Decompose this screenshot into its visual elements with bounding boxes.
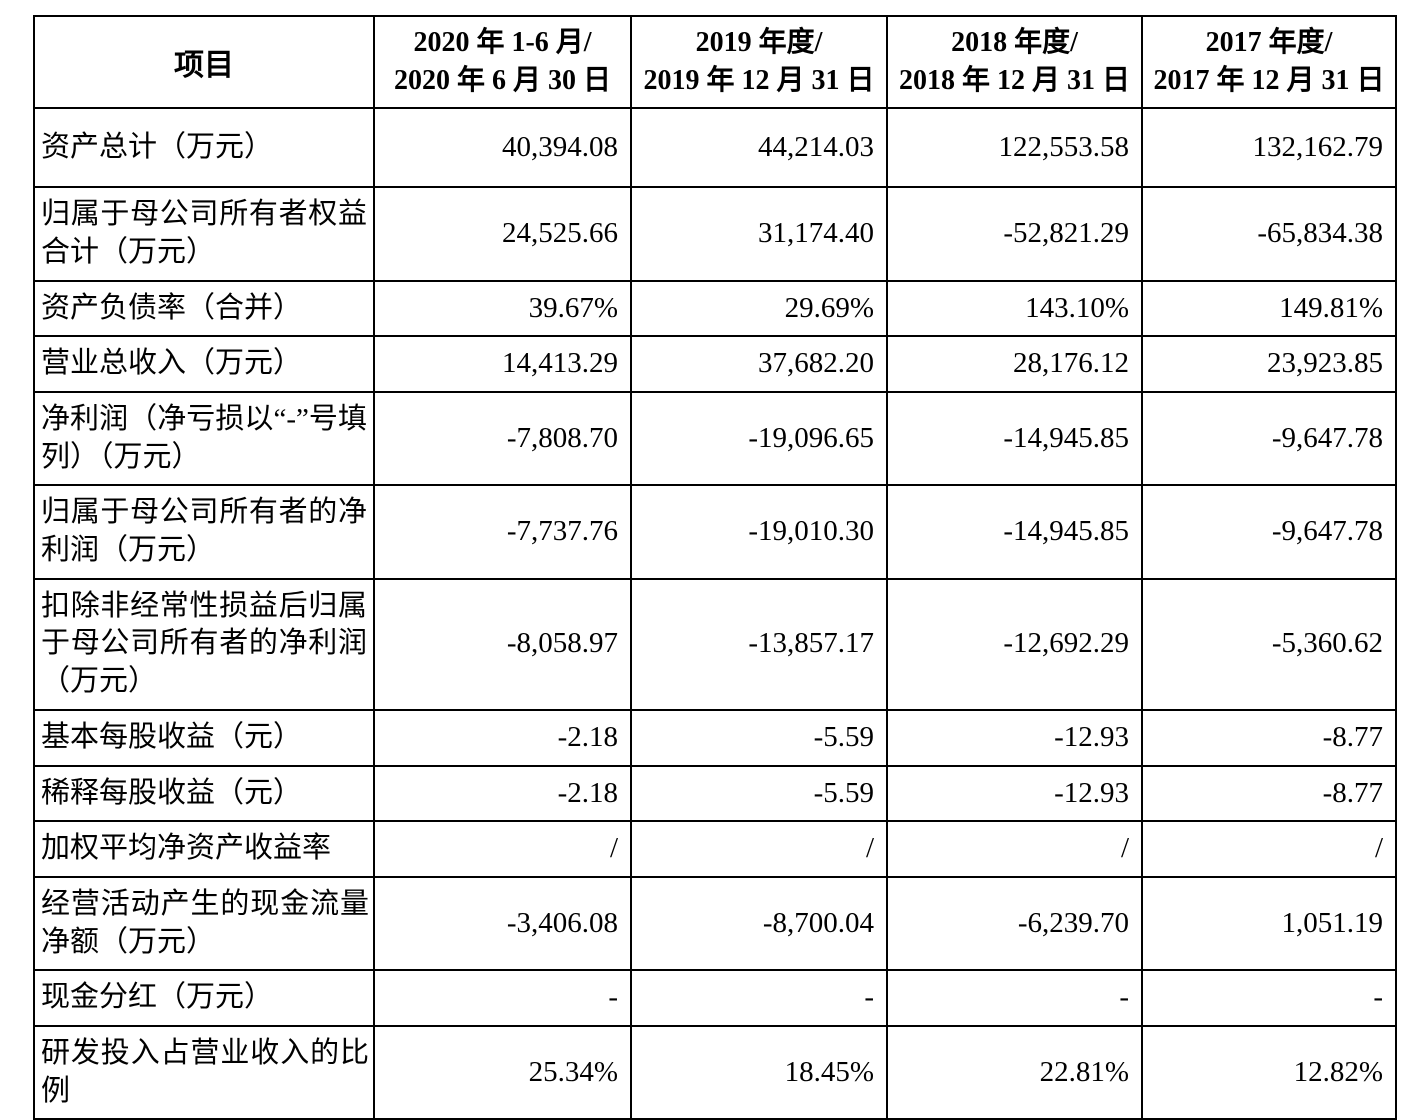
financial-summary-table: 项目 2020 年 1-6 月/2020 年 6 月 30 日 2019 年度/2…: [33, 15, 1397, 1120]
row-label-cell: 研发投入占营业收入的比例: [33, 1024, 375, 1120]
value-cell: -13,857.17: [630, 577, 888, 711]
row-label-cell: 基本每股收益（元）: [33, 708, 375, 767]
value-cell: /: [630, 820, 888, 878]
table-row: 现金分红（万元） - - - -: [33, 969, 1397, 1027]
value-cell: -65,834.38: [1141, 186, 1397, 282]
row-label-cell: 营业总收入（万元）: [33, 335, 375, 394]
value-cell: -12,692.29: [886, 577, 1143, 711]
value-cell: -7,808.70: [373, 391, 632, 487]
value-cell: 143.10%: [886, 279, 1143, 338]
table-row: 经营活动产生的现金流量净额（万元） -3,406.08 -8,700.04 -6,23…: [33, 875, 1397, 972]
value-cell: -9,647.78: [1141, 484, 1397, 580]
value-cell: 18.45%: [630, 1024, 888, 1120]
row-label-cell: 资产负债率（合并）: [33, 279, 375, 338]
header-row: 项目 2020 年 1-6 月/2020 年 6 月 30 日 2019 年度/2…: [33, 15, 1397, 109]
value-cell: 28,176.12: [886, 335, 1143, 394]
value-cell: -: [630, 969, 888, 1027]
value-cell: -8.77: [1141, 764, 1397, 823]
value-cell: -9,647.78: [1141, 391, 1397, 487]
column-header-line1: 2020 年 1-6 月/: [413, 27, 592, 58]
table-row: 研发投入占营业收入的比例 25.34% 18.45% 22.81% 12.82%: [33, 1024, 1397, 1120]
value-cell: 122,553.58: [886, 106, 1143, 189]
column-header-period-3: 2017 年度/2017 年 12 月 31 日: [1141, 15, 1397, 109]
column-header-line2: 2020 年 6 月 30 日: [393, 64, 611, 96]
value-cell: -19,096.65: [630, 391, 888, 487]
table-row: 加权平均净资产收益率 / / / /: [33, 820, 1397, 878]
table-body: 资产总计（万元） 40,394.08 44,214.03 122,553.58 132,…: [33, 106, 1397, 1120]
value-cell: -: [1141, 969, 1397, 1027]
value-cell: -2.18: [373, 708, 632, 767]
value-cell: 24,525.66: [373, 186, 632, 282]
value-cell: -8,700.04: [630, 875, 888, 972]
value-cell: -14,945.85: [886, 391, 1143, 487]
row-label-cell: 资产总计（万元）: [33, 106, 375, 189]
value-cell: 12.82%: [1141, 1024, 1397, 1120]
row-label-cell: 净利润（净亏损以“-”号填列）（万元）: [33, 391, 375, 487]
table-row: 稀释每股收益（元） -2.18 -5.59 -12.93 -8.77: [33, 764, 1397, 823]
value-cell: 39.67%: [373, 279, 632, 338]
value-cell: -5,360.62: [1141, 577, 1397, 711]
value-cell: 1,051.19: [1141, 875, 1397, 972]
value-cell: /: [373, 820, 632, 878]
column-header-line1: 2019 年度/: [695, 27, 823, 58]
table-row: 基本每股收益（元） -2.18 -5.59 -12.93 -8.77: [33, 708, 1397, 767]
row-label-cell: 稀释每股收益（元）: [33, 764, 375, 823]
value-cell: -19,010.30: [630, 484, 888, 580]
value-cell: -: [373, 969, 632, 1027]
column-header-period-2: 2018 年度/2018 年 12 月 31 日: [886, 15, 1143, 109]
table-row: 资产总计（万元） 40,394.08 44,214.03 122,553.58 132,…: [33, 106, 1397, 189]
table-row: 归属于母公司所有者权益合计（万元） 24,525.66 31,174.40 -52,8…: [33, 186, 1397, 282]
value-cell: -8.77: [1141, 708, 1397, 767]
value-cell: -5.59: [630, 708, 888, 767]
column-header-line2: 2018 年 12 月 31 日: [898, 64, 1130, 96]
value-cell: 31,174.40: [630, 186, 888, 282]
column-header-line1: 2018 年度/: [951, 27, 1078, 58]
column-header-period-0: 2020 年 1-6 月/2020 年 6 月 30 日: [373, 15, 632, 109]
value-cell: -5.59: [630, 764, 888, 823]
value-cell: 23,923.85: [1141, 335, 1397, 394]
table-header: 项目 2020 年 1-6 月/2020 年 6 月 30 日 2019 年度/2…: [33, 15, 1397, 109]
value-cell: /: [886, 820, 1143, 878]
column-header-line1: 2017 年度/: [1205, 27, 1333, 58]
column-header-line2: 2017 年 12 月 31 日: [1153, 64, 1385, 96]
value-cell: -12.93: [886, 764, 1143, 823]
row-label-cell: 经营活动产生的现金流量净额（万元）: [33, 875, 375, 972]
row-label-cell: 扣除非经常性损益后归属于母公司所有者的净利润（万元）: [33, 577, 375, 711]
column-header-item: 项目: [33, 15, 375, 109]
value-cell: -12.93: [886, 708, 1143, 767]
value-cell: -6,239.70: [886, 875, 1143, 972]
table-row: 资产负债率（合并） 39.67% 29.69% 143.10% 149.81%: [33, 279, 1397, 338]
row-label-cell: 归属于母公司所有者权益合计（万元）: [33, 186, 375, 282]
column-header-period-1: 2019 年度/2019 年 12 月 31 日: [630, 15, 888, 109]
value-cell: -3,406.08: [373, 875, 632, 972]
table-row: 净利润（净亏损以“-”号填列）（万元） -7,808.70 -19,096.65 -1…: [33, 391, 1397, 487]
row-label-cell: 加权平均净资产收益率: [33, 820, 375, 878]
value-cell: -14,945.85: [886, 484, 1143, 580]
value-cell: 132,162.79: [1141, 106, 1397, 189]
value-cell: 25.34%: [373, 1024, 632, 1120]
value-cell: /: [1141, 820, 1397, 878]
value-cell: 37,682.20: [630, 335, 888, 394]
value-cell: -52,821.29: [886, 186, 1143, 282]
value-cell: 14,413.29: [373, 335, 632, 394]
column-header-line2: 2019 年 12 月 31 日: [643, 64, 875, 96]
value-cell: 149.81%: [1141, 279, 1397, 338]
value-cell: 29.69%: [630, 279, 888, 338]
table-row: 归属于母公司所有者的净利润（万元） -7,737.76 -19,010.30 -14,…: [33, 484, 1397, 580]
table-row: 扣除非经常性损益后归属于母公司所有者的净利润（万元） -8,058.97 -13,8…: [33, 577, 1397, 711]
value-cell: -8,058.97: [373, 577, 632, 711]
value-cell: -7,737.76: [373, 484, 632, 580]
row-label-cell: 归属于母公司所有者的净利润（万元）: [33, 484, 375, 580]
value-cell: 44,214.03: [630, 106, 888, 189]
table-row: 营业总收入（万元） 14,413.29 37,682.20 28,176.12 23,9…: [33, 335, 1397, 394]
row-label-cell: 现金分红（万元）: [33, 969, 375, 1027]
value-cell: -: [886, 969, 1143, 1027]
value-cell: 40,394.08: [373, 106, 632, 189]
value-cell: 22.81%: [886, 1024, 1143, 1120]
value-cell: -2.18: [373, 764, 632, 823]
